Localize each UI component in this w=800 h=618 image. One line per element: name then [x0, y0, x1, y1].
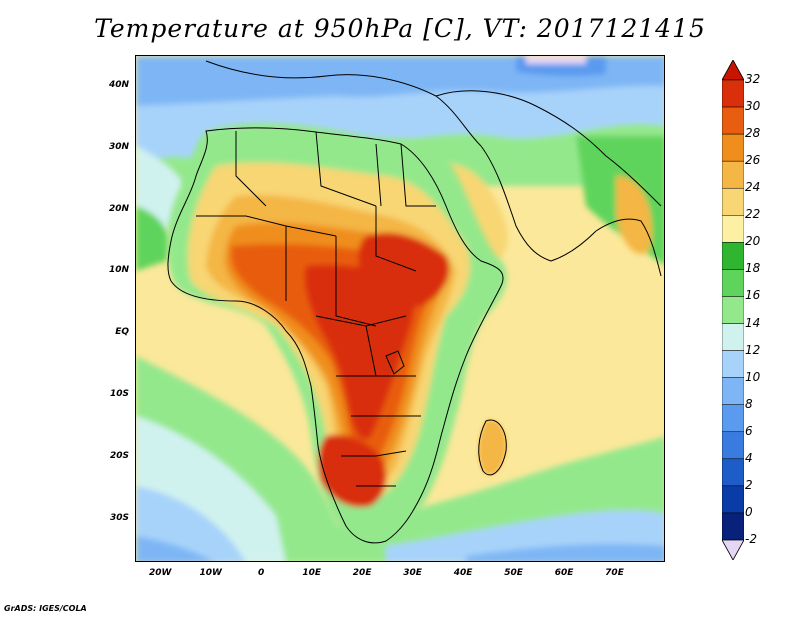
colorbar-segment [722, 296, 744, 324]
lon-tick-label: 20E [352, 568, 372, 578]
colorbar-label: 4 [745, 450, 753, 465]
lat-tick-label: 40N [108, 79, 129, 90]
colorbar-label: 32 [745, 72, 761, 86]
colorbar-segment [722, 242, 744, 270]
colorbar-label: 28 [745, 126, 761, 141]
lon-tick-label: 30E [403, 568, 422, 578]
colorbar-segment [722, 215, 744, 243]
lon-tick-label: 40E [453, 568, 473, 578]
colorbar-segment [722, 377, 744, 405]
colorbar-label: 0 [745, 504, 753, 519]
colorbar-label: 16 [745, 288, 761, 303]
colorbar-segment [722, 431, 744, 460]
lat-tick-label: EQ [115, 327, 129, 338]
colorbar-label: 22 [745, 207, 761, 222]
lat-tick-label: 10N [108, 265, 129, 276]
lon-tick-label: 10E [302, 568, 321, 578]
colorbar [722, 60, 744, 560]
colorbar-label: 12 [745, 342, 761, 357]
temperature-map [135, 55, 665, 562]
colorbar-segment [722, 458, 744, 487]
colorbar-segment [722, 404, 744, 433]
colorbar-segment [722, 512, 744, 541]
colorbar-segment [722, 106, 744, 135]
colorbar-segment [722, 269, 744, 297]
lat-tick-label: 10S [109, 389, 129, 400]
colorbar-label: 2 [745, 477, 753, 492]
lon-tick-label: 0 [258, 568, 265, 578]
colorbar-segment [722, 187, 744, 216]
colorbar-label: 18 [745, 261, 761, 276]
temperature-field [136, 56, 664, 561]
grads-credit: GrADS: IGES/COLA [4, 604, 87, 613]
colorbar-segment [722, 160, 744, 189]
lat-tick-label: 30S [109, 512, 129, 523]
lon-tick-label: 70E [605, 568, 624, 578]
colorbar-label: 30 [745, 99, 761, 114]
lon-tick-label: 60E [554, 568, 574, 578]
lon-tick-label: 50E [504, 568, 523, 578]
lon-tick-label: 20W [149, 568, 172, 578]
colorbar-segment [722, 350, 744, 378]
colorbar-label: 20 [745, 234, 761, 249]
colorbar-label: -2 [745, 532, 757, 546]
colorbar-label: 10 [745, 369, 761, 384]
colorbar-segment [722, 133, 744, 162]
colorbar-segment [722, 323, 744, 351]
colorbar-segment [722, 79, 744, 108]
colorbar-label: 14 [745, 315, 761, 330]
lat-tick-label: 20N [108, 203, 129, 214]
colorbar-over-arrow [722, 60, 744, 81]
lat-tick-label: 20S [109, 450, 129, 461]
colorbar-under-arrow [722, 539, 744, 560]
colorbar-label: 8 [745, 396, 753, 411]
colorbar-segment [722, 485, 744, 514]
lat-tick-label: 30N [108, 141, 129, 152]
colorbar-label: 26 [745, 153, 761, 168]
lon-tick-label: 10W [199, 568, 222, 578]
colorbar-label: 6 [745, 423, 753, 438]
colorbar-label: 24 [745, 180, 761, 195]
map-title: Temperature at 950hPa [C], VT: 201712141… [94, 14, 706, 43]
